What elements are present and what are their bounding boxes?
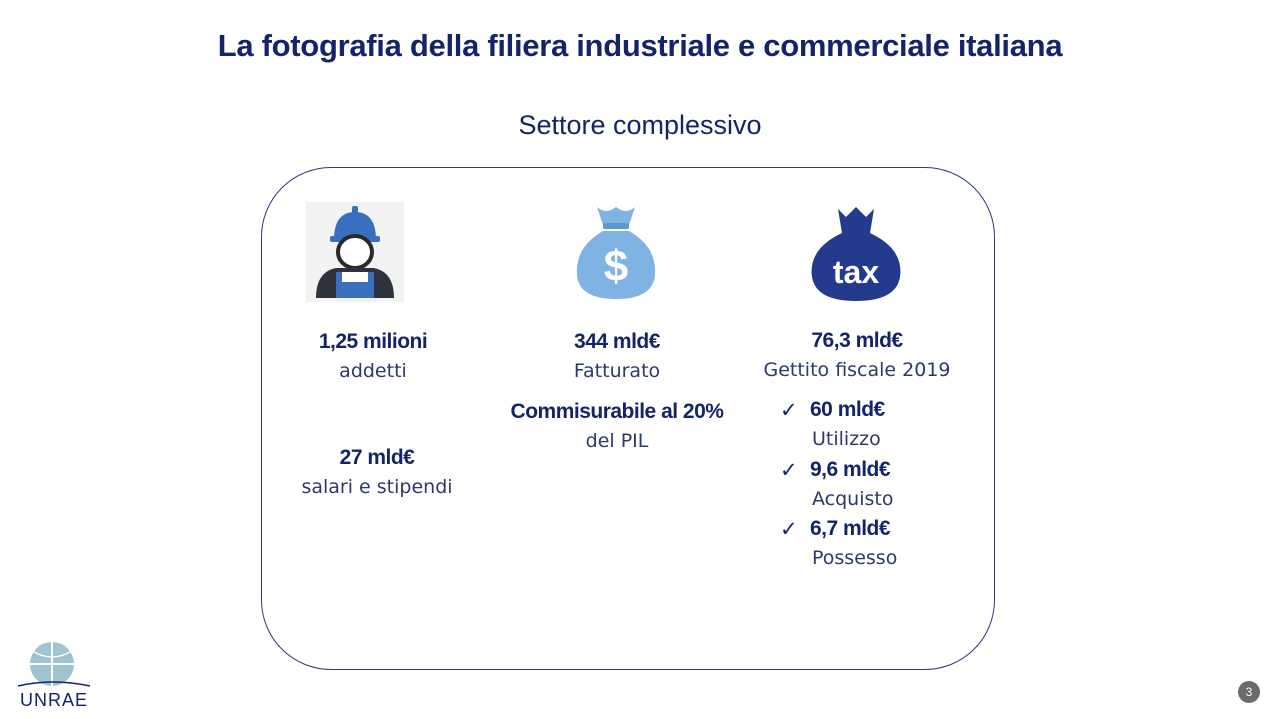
revenue-value: 344 mld€ <box>574 330 660 353</box>
page-number: 3 <box>1238 681 1260 703</box>
gdp-share-label: del PIL <box>585 430 649 452</box>
workers-label: addetti <box>339 360 407 382</box>
salaries-value: 27 mld€ <box>339 446 415 469</box>
svg-text:UNRAE: UNRAE <box>20 690 88 710</box>
revenue-stats: 344 mld€ Fatturato <box>500 330 734 382</box>
gdp-share-stats: Commisurabile al 20% del PIL <box>490 400 744 452</box>
tax-item-value: 60 mld€ <box>810 398 885 421</box>
tax-item-label: Possesso <box>812 547 898 569</box>
tax-item-label: Utilizzo <box>812 428 881 450</box>
tax-item-label: Acquisto <box>812 488 894 510</box>
unrae-logo: UNRAE <box>17 642 91 710</box>
checkmark-icon: ✓ <box>780 459 798 482</box>
salaries-label: salari e stipendi <box>301 476 453 498</box>
svg-text:$: $ <box>604 242 628 291</box>
tax-stats: 76,3 mld€ Gettito fiscale 2019 <box>745 329 969 381</box>
checkmark-icon: ✓ <box>780 399 798 422</box>
tax-value: 76,3 mld€ <box>811 329 903 352</box>
tax-item-value: 9,6 mld€ <box>810 458 891 481</box>
workers-stats: 1,25 milioni addetti <box>273 330 473 382</box>
revenue-label: Fatturato <box>573 360 661 382</box>
slide-subtitle: Settore complessivo <box>518 110 762 140</box>
salaries-stats: 27 mld€ salari e stipendi <box>263 446 491 498</box>
content-frame <box>261 167 995 670</box>
svg-text:tax: tax <box>833 254 879 290</box>
slide-title: La fotografia della filiera industriale … <box>217 28 1063 63</box>
tax-bag-icon: tax <box>811 207 901 301</box>
money-bag-icon: $ <box>576 207 656 299</box>
tax-label: Gettito fiscale 2019 <box>763 359 951 381</box>
workers-value: 1,25 milioni <box>318 330 428 353</box>
checkmark-icon: ✓ <box>780 518 798 541</box>
gdp-share-value: Commisurabile al 20% <box>510 400 724 423</box>
worker-icon <box>306 202 404 302</box>
tax-item-value: 6,7 mld€ <box>810 517 891 540</box>
